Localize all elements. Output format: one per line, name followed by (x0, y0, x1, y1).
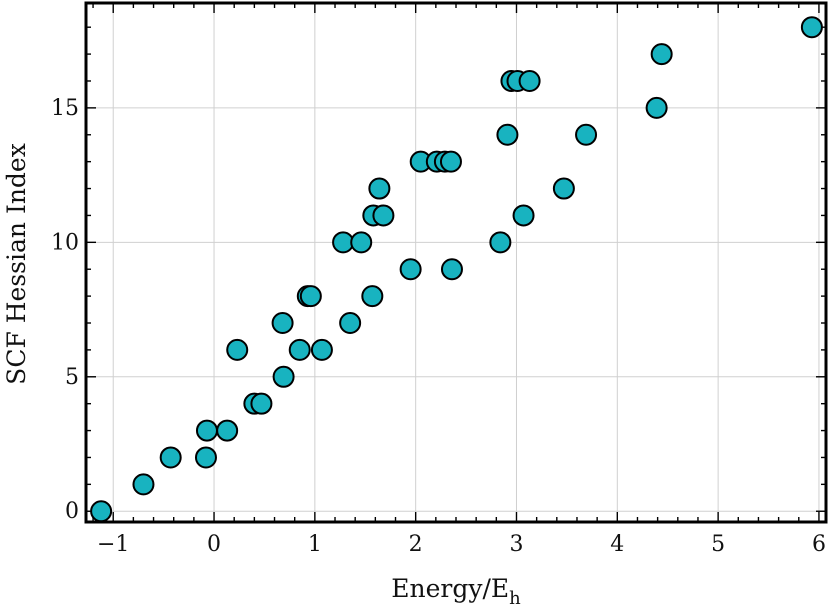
data-point (489, 231, 512, 254)
x-axis-label-main: Energy/E (391, 574, 509, 603)
data-point (194, 446, 217, 469)
x-axis-label: Energy/Eh (391, 574, 521, 609)
y-axis-label: SCF Hessian Index (2, 143, 31, 385)
data-point (496, 123, 519, 146)
data-point (350, 231, 373, 254)
x-axis-label-subscript: h (509, 588, 521, 609)
data-point (132, 473, 155, 496)
data-point (440, 258, 463, 281)
x-tick-label: 0 (207, 532, 221, 557)
grid-lines (86, 3, 826, 522)
data-point (272, 365, 295, 388)
data-points (90, 16, 823, 523)
x-tick-label: 6 (812, 532, 826, 557)
data-point (518, 69, 541, 92)
x-tick-label: 1 (308, 532, 322, 557)
data-point (195, 419, 218, 442)
data-point (90, 500, 113, 523)
data-point (650, 43, 673, 66)
data-point (271, 312, 294, 335)
data-point (339, 312, 362, 335)
data-point (372, 204, 395, 227)
data-point (310, 338, 333, 361)
data-point (552, 177, 575, 200)
data-point (250, 392, 273, 415)
x-tick-label: 3 (509, 532, 523, 557)
x-tick-label: 2 (409, 532, 423, 557)
y-tick-label: 0 (65, 499, 79, 524)
data-point (645, 96, 668, 119)
data-point (800, 16, 823, 39)
data-point (575, 123, 598, 146)
data-point (512, 204, 535, 227)
data-point (368, 177, 391, 200)
x-tick-labels: −1 0 1 2 3 4 5 6 (97, 532, 826, 557)
y-tick-labels: 0 5 10 15 (51, 96, 79, 524)
x-tick-label: 5 (711, 532, 725, 557)
x-tick-label: −1 (97, 532, 129, 557)
data-point (216, 419, 239, 442)
y-tick-label: 5 (65, 365, 79, 390)
y-tick-label: 10 (51, 230, 79, 255)
data-point (399, 258, 422, 281)
data-point (288, 338, 311, 361)
data-point (361, 285, 384, 308)
plot-frame (84, 1, 828, 524)
data-point (439, 150, 462, 173)
y-tick-label: 15 (51, 96, 79, 121)
x-tick-label: 4 (610, 532, 624, 557)
data-point (299, 285, 322, 308)
data-point (332, 231, 355, 254)
data-point (226, 338, 249, 361)
data-point (159, 446, 182, 469)
